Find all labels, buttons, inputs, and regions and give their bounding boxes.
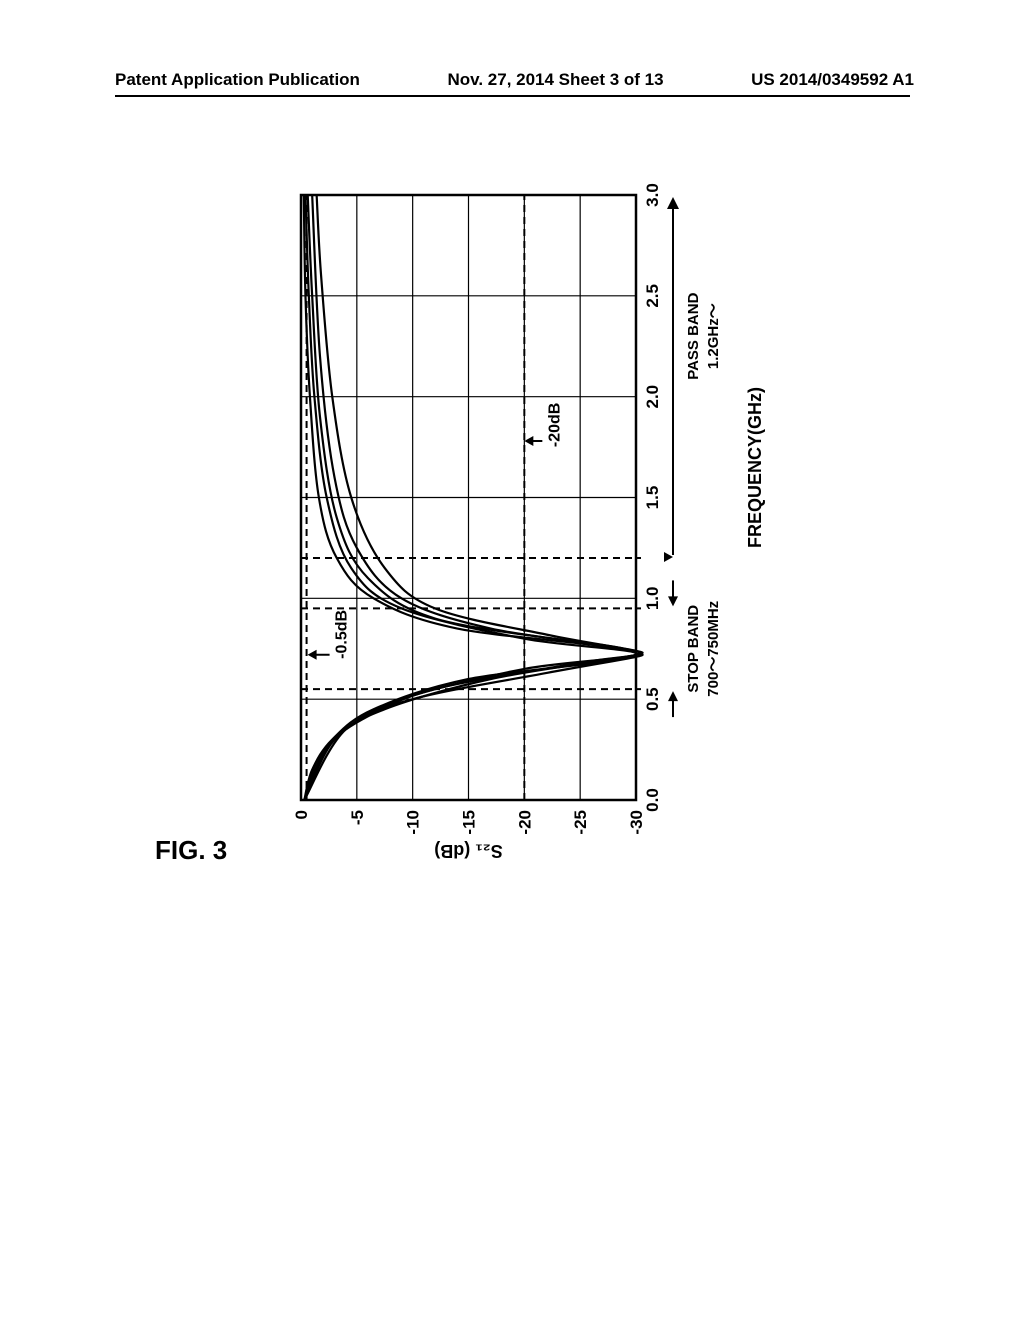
- svg-text:1.5: 1.5: [643, 486, 662, 510]
- svg-text:3.0: 3.0: [643, 183, 662, 207]
- svg-text:-20: -20: [515, 810, 534, 835]
- patent-header: Patent Application Publication Nov. 27, …: [0, 70, 1024, 90]
- header-left: Patent Application Publication: [115, 70, 360, 90]
- svg-text:-20dB: -20dB: [546, 403, 563, 447]
- svg-text:2.5: 2.5: [643, 284, 662, 308]
- svg-text:-25: -25: [571, 810, 590, 835]
- header-rule: [115, 95, 910, 97]
- svg-text:-0.5dB: -0.5dB: [334, 610, 351, 659]
- svg-text:0.0: 0.0: [643, 788, 662, 812]
- header-center: Nov. 27, 2014 Sheet 3 of 13: [447, 70, 663, 90]
- figure-label: FIG. 3: [155, 835, 227, 866]
- page: Patent Application Publication Nov. 27, …: [0, 0, 1024, 1320]
- svg-text:0.5: 0.5: [643, 687, 662, 711]
- svg-text:1.0: 1.0: [643, 587, 662, 611]
- svg-text:0: 0: [292, 810, 311, 819]
- svg-text:STOP BAND: STOP BAND: [685, 605, 702, 693]
- svg-text:1.2GHz〜: 1.2GHz〜: [705, 303, 722, 369]
- svg-text:S₂₁ (dB): S₂₁ (dB): [434, 841, 502, 861]
- svg-text:-15: -15: [460, 810, 479, 835]
- svg-text:PASS BAND: PASS BAND: [685, 292, 702, 379]
- svg-text:700〜750MHz: 700〜750MHz: [705, 601, 722, 697]
- svg-text:-30: -30: [627, 810, 646, 835]
- filter-response-chart: 0.00.51.01.52.02.53.00-5-10-15-20-25-30S…: [186, 280, 876, 770]
- svg-text:2.0: 2.0: [643, 385, 662, 409]
- svg-text:-5: -5: [348, 810, 367, 825]
- chart-svg: 0.0 0.5 1.0 1.5 2.0 2.5 3.0 0 -5 -10 -15 -20 -25 -30 S…: [286, 180, 776, 870]
- svg-text:-10: -10: [404, 810, 423, 835]
- svg-text:FREQUENCY(GHz): FREQUENCY(GHz): [745, 387, 765, 548]
- header-right: US 2014/0349592 A1: [751, 70, 914, 90]
